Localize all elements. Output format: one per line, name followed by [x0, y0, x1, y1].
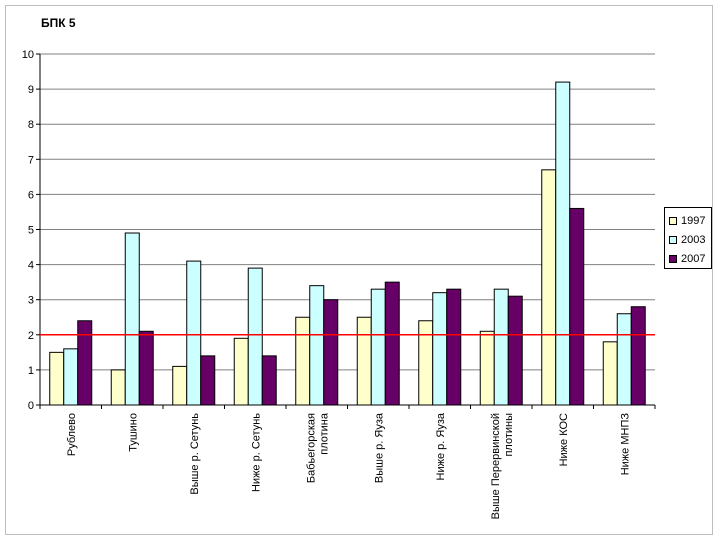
bar-2003 — [124, 232, 140, 406]
y-tick-label: 10 — [22, 49, 34, 61]
y-tick-label: 3 — [28, 295, 34, 307]
y-tick-label: 9 — [28, 84, 34, 96]
x-tick-label: Бабьегорскаяплотина — [305, 412, 330, 483]
y-tick-label: 4 — [28, 260, 34, 272]
bar-2007 — [384, 281, 400, 406]
y-tick-label: 6 — [28, 189, 34, 201]
legend-swatch-2007 — [669, 254, 677, 263]
bar-2007 — [630, 306, 646, 406]
x-tick-label: Ниже МНПЗ — [619, 413, 631, 476]
bar-2003 — [247, 267, 263, 406]
chart-title: БПК 5 — [41, 16, 76, 30]
bar-1997 — [541, 169, 557, 406]
bar-1997 — [479, 330, 495, 406]
legend-swatch-2003 — [669, 235, 677, 244]
bar-2007 — [446, 288, 462, 406]
x-tick-label: Ниже КОС — [558, 413, 570, 466]
x-tick-label-group: Ниже МНПЗ — [619, 413, 631, 476]
bar-2003 — [616, 313, 632, 406]
bar-1997 — [233, 337, 249, 406]
bar-2007 — [507, 295, 523, 406]
x-tick-label-group: Рублево — [66, 413, 78, 456]
legend-label-2003: 2003 — [681, 233, 706, 246]
y-tick-label: 2 — [28, 330, 34, 342]
bar-2003 — [186, 260, 202, 406]
bar-2003 — [370, 288, 386, 406]
bar-1997 — [418, 320, 434, 406]
bar-2003 — [555, 81, 571, 406]
bar-2007 — [569, 207, 585, 406]
x-tick-label: Тушино — [127, 413, 139, 452]
y-tick-label: 8 — [28, 119, 34, 131]
x-tick-label-group: Ниже р. Яуза — [435, 412, 447, 480]
x-tick-label: Выше р. Сетунь — [189, 413, 201, 495]
bar-2003 — [432, 292, 448, 406]
bar-1997 — [49, 351, 65, 406]
legend-item-2003: 2003 — [669, 230, 711, 249]
legend: 1997 2003 2007 — [664, 207, 712, 269]
chart-frame — [5, 5, 713, 535]
x-tick-label-group: Ниже р. Сетунь — [250, 413, 262, 492]
y-tick-label: 5 — [28, 225, 34, 237]
x-tick-label-group: Выше р. Яуза — [373, 412, 385, 483]
bar-1997 — [295, 316, 311, 406]
y-tick-label: 1 — [28, 365, 34, 377]
bar-2007 — [323, 299, 339, 406]
bar-2003 — [493, 288, 509, 406]
bar-1997 — [356, 316, 372, 406]
x-tick-label: Ниже р. Яуза — [435, 412, 447, 480]
bar-2007 — [261, 355, 277, 406]
bar-2007 — [200, 355, 216, 406]
y-tick-label: 0 — [28, 400, 34, 412]
bar-2003 — [309, 285, 325, 406]
x-tick-label-group: Выше р. Сетунь — [189, 413, 201, 495]
bar-2007 — [138, 330, 154, 406]
x-tick-label-group: Ниже КОС — [558, 413, 570, 466]
legend-item-1997: 1997 — [669, 211, 711, 230]
bar-1997 — [602, 341, 618, 406]
bar-1997 — [110, 369, 126, 406]
bar-1997 — [172, 365, 188, 406]
x-tick-label: Выше Перервинскойплотины — [490, 413, 515, 519]
bar-2003 — [63, 348, 79, 406]
x-tick-label-group: Выше Перервинскойплотины — [490, 413, 515, 519]
legend-swatch-1997 — [669, 216, 677, 225]
legend-label-2007: 2007 — [681, 252, 706, 265]
legend-item-2007: 2007 — [669, 249, 711, 268]
x-tick-label-group: Бабьегорскаяплотина — [305, 412, 330, 483]
legend-label-1997: 1997 — [681, 214, 706, 227]
x-tick-label: Выше р. Яуза — [373, 412, 385, 483]
x-tick-label: Рублево — [66, 413, 78, 456]
bar-2007 — [77, 320, 93, 406]
y-tick-label: 7 — [28, 154, 34, 166]
x-tick-label-group: Тушино — [127, 413, 139, 452]
x-tick-label: Ниже р. Сетунь — [250, 413, 262, 492]
